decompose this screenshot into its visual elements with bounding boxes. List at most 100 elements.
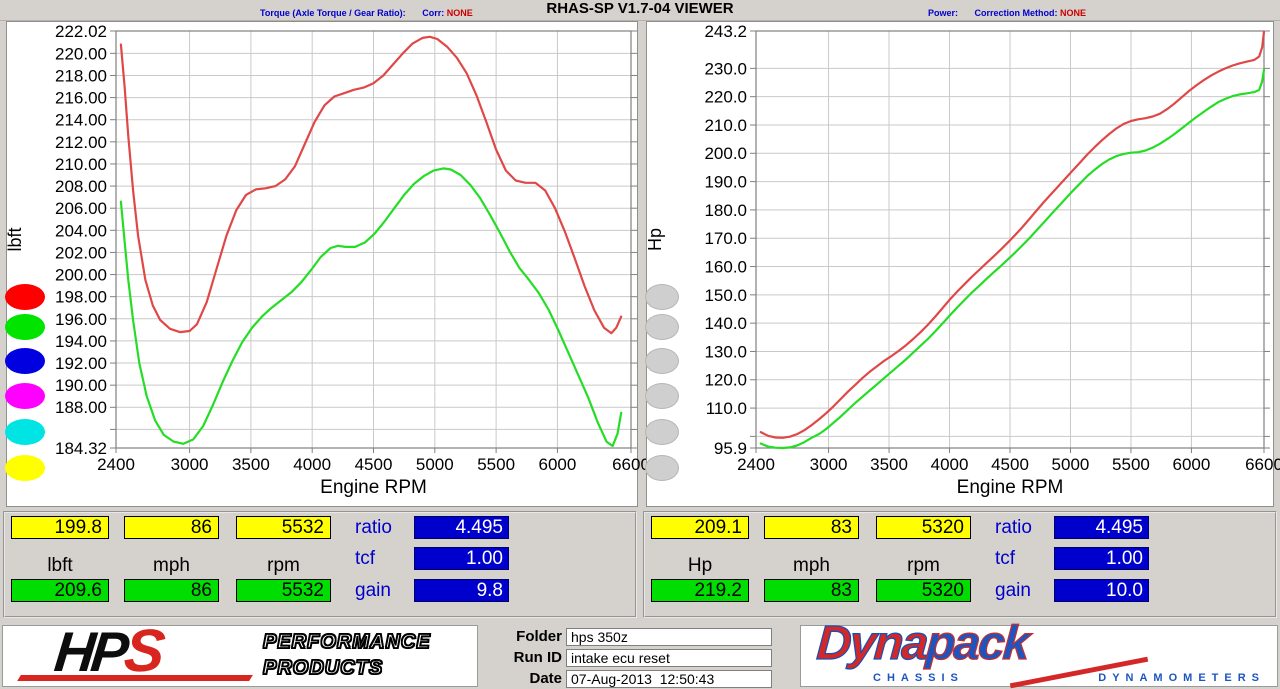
ratio-label: ratio [355, 517, 392, 538]
y-tick-label: 220.00 [55, 44, 107, 63]
torque-caption-text: Torque (Axle Torque / Gear Ratio): [260, 8, 406, 18]
legend-gray-button-5[interactable] [645, 419, 679, 445]
hps-tagline-line2: PRODUCTS [262, 656, 384, 680]
y-tick-label: 200.00 [55, 266, 107, 285]
legend-gray-button-2[interactable] [645, 314, 679, 340]
x-tick-label: 2400 [97, 455, 135, 474]
x-tick-label: 5500 [1112, 455, 1150, 474]
y-tick-label: 190.00 [55, 376, 107, 395]
power-caption-text: Power: [928, 8, 959, 18]
tcf-label: tcf [995, 548, 1016, 569]
power-green-curve [759, 68, 1266, 450]
date-field[interactable]: 07-Aug-2013 12:50:43 [566, 670, 772, 688]
folder-label: Folder [516, 628, 562, 645]
torque-readout-panel: 199.8 86 5532 lbft mph rpm 209.6 86 5532… [3, 511, 637, 618]
x-tick-label: 4500 [991, 455, 1029, 474]
power-chart-panel[interactable]: 243.2 230.0 220.0 210.0 200.0 190.0 180.0 170.0… [645, 21, 1280, 507]
y-tick-label: 196.00 [55, 310, 107, 329]
y-tick-label: 200.0 [704, 144, 747, 163]
ratio-value: 4.495 [1054, 516, 1149, 539]
y-tick-label: 218.00 [55, 66, 107, 85]
y-tick-label: 204.00 [55, 221, 107, 240]
power-chart-caption: Power: Correction Method: NONE [928, 8, 1086, 18]
ratio-label: ratio [995, 517, 1032, 538]
y-tick-label: 130.0 [704, 342, 747, 361]
speed-run2-value: 83 [764, 579, 859, 602]
hps-tagline-line1: PERFORMANCE [262, 630, 431, 654]
gain-value: 10.0 [1054, 579, 1149, 602]
legend-blue-button[interactable] [5, 348, 45, 374]
x-tick-label: 5500 [477, 455, 515, 474]
legend-gray-button-3[interactable] [645, 348, 679, 374]
correction-method-label: Correction Method: [974, 8, 1058, 18]
hps-logo: HPS PERFORMANCE PRODUCTS [2, 617, 478, 687]
gain-value: 9.8 [414, 579, 509, 602]
dynapack-logo-pack: pack [924, 616, 1030, 670]
rpm-run1-value: 5532 [236, 516, 331, 539]
y-tick-label: 110.0 [706, 399, 747, 418]
y-tick-label: 194.00 [55, 332, 107, 351]
legend-gray-button-1[interactable] [645, 284, 679, 310]
corr-label: Corr: [422, 8, 445, 18]
hps-logo-tagline: PERFORMANCE PRODUCTS [262, 629, 431, 681]
y-tick-label: 190.0 [704, 173, 747, 192]
y-tick-label: 202.00 [55, 243, 107, 262]
torque-unit-label: lbft [47, 555, 73, 576]
legend-cyan-button[interactable] [5, 419, 45, 445]
dynapack-logo-caption: CHASSIS DYNAMOMETERS [873, 672, 1265, 684]
y-tick-label: 214.00 [55, 111, 107, 130]
x-tick-label: 4000 [293, 455, 331, 474]
torque-run2-value: 209.6 [11, 579, 109, 602]
legend-gray-button-6[interactable] [645, 455, 679, 481]
rpm-unit-label: rpm [907, 555, 940, 576]
x-tick-label: 6600 [612, 455, 650, 474]
x-axis-title: Engine RPM [320, 477, 427, 498]
y-tick-label: 188.00 [55, 398, 107, 417]
torque-green-curve [119, 167, 623, 448]
power-unit-label: Hp [687, 555, 713, 576]
y-tick-label: 210.00 [55, 155, 107, 174]
gain-label: gain [995, 580, 1031, 601]
hps-logo-word: HPS [51, 616, 165, 685]
y-tick-label: 220.0 [704, 88, 747, 107]
torque-run1-value: 199.8 [11, 516, 109, 539]
tcf-value: 1.00 [1054, 547, 1149, 570]
ratio-value: 4.495 [414, 516, 509, 539]
hps-logo-s: S [121, 617, 165, 684]
x-tick-label: 5000 [1052, 455, 1090, 474]
torque-chart-svg: 222.02 220.00 218.00 216.00 214.00 212.00 210.… [5, 22, 650, 498]
power-chart-svg: 243.2 230.0 220.0 210.0 200.0 190.0 180.0 170.0… [645, 22, 1280, 498]
y-tick-label: 95.9 [714, 439, 747, 458]
y-tick-label: 210.0 [704, 116, 747, 135]
speed-run1-value: 83 [764, 516, 859, 539]
dynapack-logo-dyna: Dyna [814, 616, 929, 670]
legend-magenta-button[interactable] [5, 383, 45, 409]
y-tick-label: 206.00 [55, 199, 107, 218]
y-tick-label: 243.2 [704, 22, 747, 41]
y-tick-label: 208.00 [55, 177, 107, 196]
torque-chart-caption: Torque (Axle Torque / Gear Ratio): Corr:… [260, 8, 473, 18]
folder-field[interactable]: hps 350z [566, 628, 772, 646]
legend-red-button[interactable] [5, 284, 45, 310]
y-tick-label: 120.0 [704, 371, 747, 390]
x-tick-label: 4500 [355, 455, 393, 474]
power-readout-panel: 209.1 83 5320 Hp mph rpm 219.2 83 5320 r… [643, 511, 1277, 618]
run-id-field[interactable]: intake ecu reset [566, 649, 772, 667]
legend-green-button[interactable] [5, 314, 45, 340]
legend-gray-button-4[interactable] [645, 383, 679, 409]
tcf-label: tcf [355, 548, 376, 569]
date-label: Date [529, 670, 562, 687]
y-tick-label: 192.00 [55, 354, 107, 373]
rpm-run2-value: 5532 [236, 579, 331, 602]
legend-yellow-button[interactable] [5, 455, 45, 481]
window-title: RHAS-SP V1.7-04 VIEWER [546, 0, 734, 13]
y-tick-label: 212.00 [55, 133, 107, 152]
y-tick-label: 180.0 [704, 201, 747, 220]
x-tick-label: 5000 [416, 455, 454, 474]
power-run2-value: 219.2 [651, 579, 749, 602]
dynapack-caption-chassis: CHASSIS [873, 672, 964, 684]
x-tick-label: 6000 [1173, 455, 1211, 474]
dynapack-caption-dynamometers: DYNAMOMETERS [1098, 672, 1265, 684]
torque-chart-panel[interactable]: 222.02 220.00 218.00 216.00 214.00 212.00 210.… [5, 21, 650, 507]
